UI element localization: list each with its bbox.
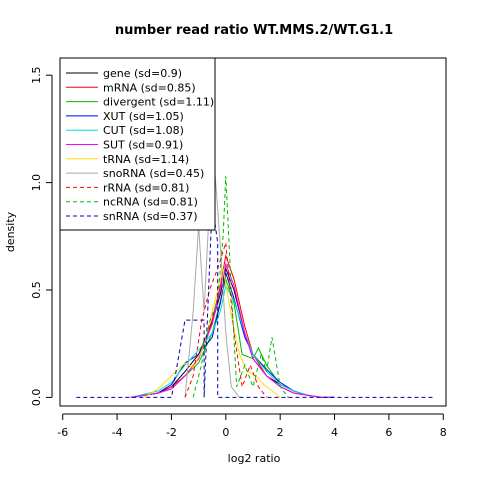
series-line-4 — [130, 284, 335, 398]
plot-frame — [59, 57, 447, 407]
x-axis: -6 -4 -2 0 2 4 6 8 — [57, 413, 447, 439]
y-tick-label: 0.0 — [30, 389, 43, 407]
y-tick-label: 0.5 — [30, 281, 43, 299]
x-tick-label: -2 — [166, 426, 177, 439]
y-axis: 0.0 0.5 1.0 1.5 — [30, 66, 53, 407]
legend-label: CUT (sd=1.08) — [103, 124, 184, 137]
x-tick-label: -6 — [57, 426, 68, 439]
legend-label: XUT (sd=1.05) — [103, 110, 184, 123]
series-line-5 — [130, 262, 335, 398]
x-tick-label: 0 — [222, 426, 229, 439]
legend-label: gene (sd=0.9) — [103, 67, 182, 80]
series-line-0 — [130, 266, 335, 398]
legend: gene (sd=0.9)mRNA (sd=0.85) divergent (sd… — [59, 57, 216, 231]
legend-label: SUT (sd=0.91) — [103, 139, 183, 152]
legend-label: rRNA (sd=0.81) — [103, 181, 189, 194]
legend-label: divergent (sd=1.11) — [103, 96, 214, 109]
x-tick-label: 6 — [385, 426, 392, 439]
series-line-8 — [184, 242, 267, 398]
x-tick-label: 2 — [277, 426, 284, 439]
chart-title: number read ratio WT.MMS.2/WT.G1.1 — [115, 23, 393, 38]
x-axis-label: log2 ratio — [228, 452, 281, 465]
series-line-2 — [130, 277, 335, 398]
series-lines — [76, 171, 436, 398]
x-tick-label: 8 — [440, 426, 447, 439]
series-line-9 — [192, 176, 289, 398]
legend-label: mRNA (sd=0.85) — [103, 81, 196, 94]
series-line-3 — [130, 272, 335, 398]
y-axis-label: density — [4, 211, 17, 252]
x-tick-label: -4 — [112, 426, 123, 439]
y-tick-label: 1.0 — [30, 174, 43, 192]
x-tick-label: 4 — [331, 426, 338, 439]
legend-label: snRNA (sd=0.37) — [103, 210, 198, 223]
y-tick-label: 1.5 — [30, 66, 43, 84]
legend-label: snoRNA (sd=0.45) — [103, 167, 204, 180]
legend-label: ncRNA (sd=0.81) — [103, 196, 198, 209]
legend-label: tRNA (sd=1.14) — [103, 153, 189, 166]
series-line-10 — [76, 204, 436, 398]
series-line-1 — [130, 253, 335, 398]
